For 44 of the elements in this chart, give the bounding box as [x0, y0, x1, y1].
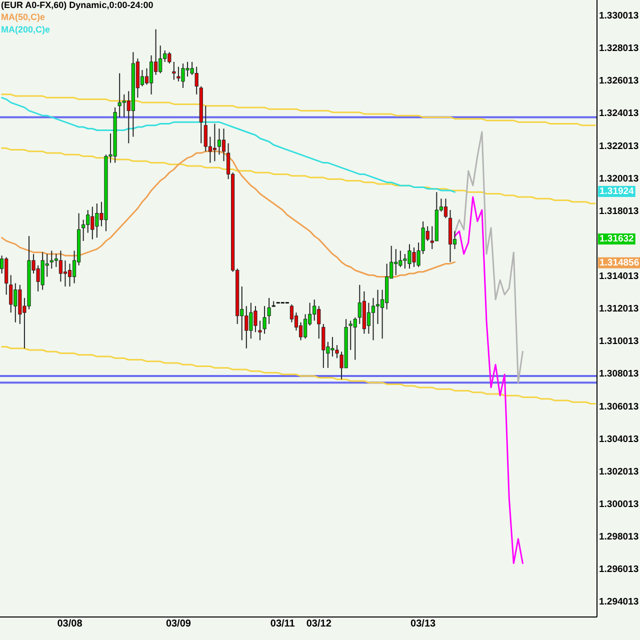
line-series — [1, 346, 596, 404]
candlestick — [267, 297, 271, 324]
candlestick — [68, 263, 72, 288]
chart-title: (EUR A0-FX,60) Dynamic,0:00-24:00 — [1, 0, 154, 10]
candlestick — [444, 198, 448, 219]
y-tick-label: 1.308013 — [599, 368, 639, 380]
y-tick-label: 1.310013 — [599, 336, 639, 348]
text: MA(200,C)e — [1, 24, 50, 34]
text: MA(50,C)e — [1, 12, 46, 22]
x-tick-label: 03/09 — [166, 618, 192, 630]
y-tick-label: 1.312013 — [599, 304, 639, 315]
y-tick-label: 1.324013 — [599, 108, 639, 120]
y-tick-label: 1.322013 — [599, 140, 639, 152]
y-tick-label: 1.304013 — [599, 434, 639, 445]
line-series — [1, 147, 596, 204]
y-tick-label: 1.302013 — [599, 466, 639, 478]
y-tick-label: 1.294013 — [599, 596, 639, 608]
candlestick — [217, 128, 222, 156]
x-tick-label: 03/13 — [410, 618, 436, 630]
y-tick-label: 1.314013 — [599, 271, 639, 282]
candlestick — [222, 128, 226, 162]
line-series — [1, 96, 456, 193]
line-series — [454, 131, 524, 384]
y-tick-label: 1.330013 — [599, 10, 639, 22]
x-tick-label: 03/12 — [306, 618, 332, 630]
candlestick — [376, 289, 380, 324]
y-tick-label: 1.318013 — [599, 206, 639, 217]
candlestick — [63, 260, 68, 288]
candlestick — [371, 297, 376, 341]
y-tick-label: 1.296013 — [599, 564, 639, 576]
x-tick-label: 03/08 — [57, 618, 83, 630]
candlestick — [212, 123, 216, 162]
y-tick-label: 1.320013 — [599, 173, 639, 184]
candlestick — [262, 306, 266, 334]
line-series — [454, 196, 524, 564]
x-tick-label: 03/11 — [270, 618, 296, 630]
line-series — [1, 94, 596, 126]
y-tick-label: 1.326013 — [599, 76, 639, 87]
y-tick-label: 1.298013 — [599, 532, 639, 543]
candlestick — [258, 320, 262, 341]
y-tick-label: 1.328013 — [599, 43, 639, 54]
candlestick — [172, 61, 176, 80]
y-tick-label: 1.306013 — [599, 401, 639, 412]
y-tick-label: 1.300013 — [599, 498, 639, 510]
